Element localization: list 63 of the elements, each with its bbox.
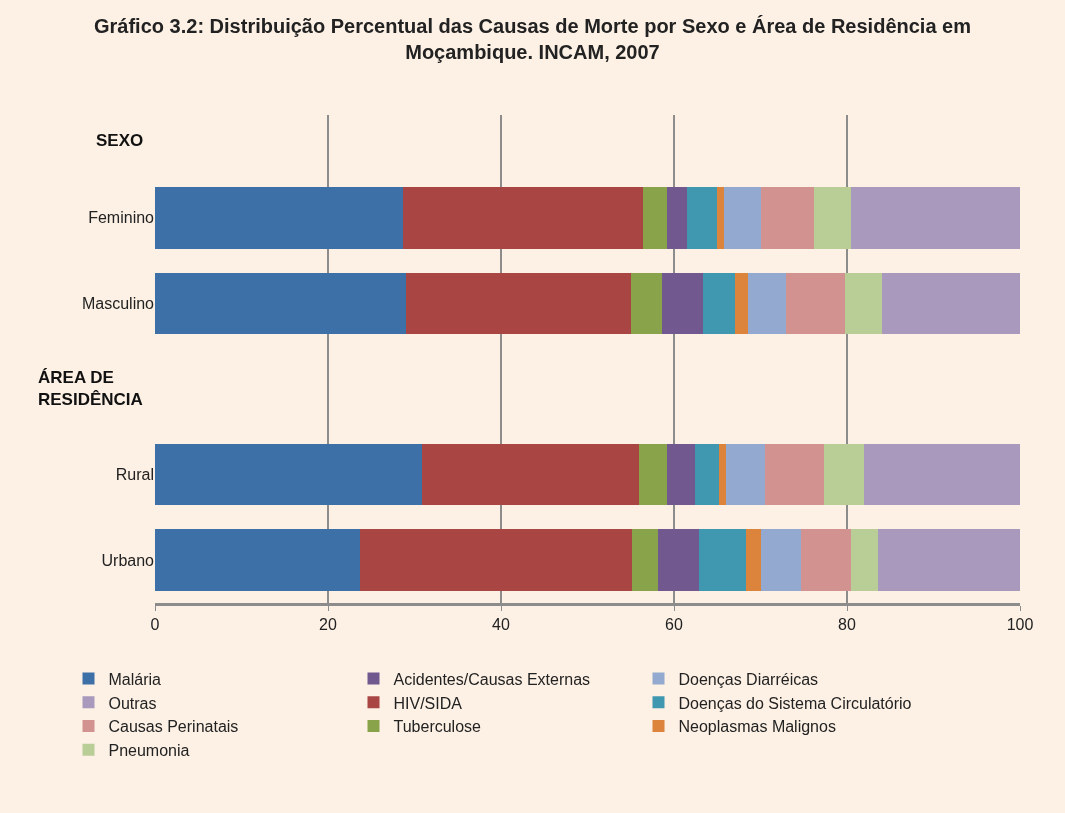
bar [155,443,423,506]
bar [667,443,695,506]
bar [724,186,762,249]
legend-label: HIV/SIDA [393,694,463,712]
bar [882,272,1020,335]
bar [703,272,735,335]
legend-label: Causas Perinatais [108,718,239,736]
x-tick-label: 60 [665,616,683,634]
bar [725,443,765,506]
bar [694,443,719,506]
y-tick-label: Masculino [81,294,155,312]
bar [761,186,815,249]
bar [155,186,404,249]
bar [422,443,639,506]
bar [761,529,802,592]
bar [745,529,762,592]
bar [718,443,726,506]
bar [630,272,662,335]
legend-label: Malária [108,670,162,688]
x-tick-label: 80 [838,616,856,634]
bar [638,443,668,506]
legend-label: Tuberculose [393,718,482,736]
y-tick-label: Urbano [101,551,155,569]
bar [734,272,748,335]
bar [403,186,643,249]
bar [360,529,633,592]
bar [845,272,883,335]
x-tick-label: 0 [150,616,160,634]
bar [661,272,704,335]
bar [155,272,406,335]
bar [642,186,668,249]
bar [786,272,846,335]
legend-label: Outras [108,694,157,712]
bar [405,272,631,335]
bar [801,529,852,592]
legend-label: Doenças Diarréicas [678,670,819,688]
y-tick-label: Rural [115,466,154,484]
bar [699,529,746,592]
y-tick-label: Feminino [88,209,155,227]
bar [747,272,787,335]
bar [667,186,687,249]
x-tick-label: 100 [1006,616,1034,634]
legend-label: Pneumonia [108,742,190,760]
legend-label: Acidentes/Causas Externas [393,670,591,688]
x-tick-label: 20 [319,616,337,634]
bar [823,443,865,506]
bar [632,529,658,592]
bar [878,529,1020,592]
bar [657,529,700,592]
bar [814,186,852,249]
bar [764,443,824,506]
bar [686,186,718,249]
bar [717,186,725,249]
bar [155,529,361,592]
bar [851,529,879,592]
text: SEXO [96,131,144,150]
bar [864,443,1020,506]
chart-title: Gráfico 3.2: Distribuição Percentual das Causas de Morte por Sexo e Área de Residência em Moçambique. INCAM, 2007 [94,14,971,63]
x-tick-label: 40 [492,616,510,634]
bar [851,186,1020,249]
legend-label: Neoplasmas Malignos [678,718,836,736]
text: ÁREA DE RESIDÊNCIA [38,368,143,410]
legend-label: Doenças do Sistema Circulatório [678,694,912,712]
